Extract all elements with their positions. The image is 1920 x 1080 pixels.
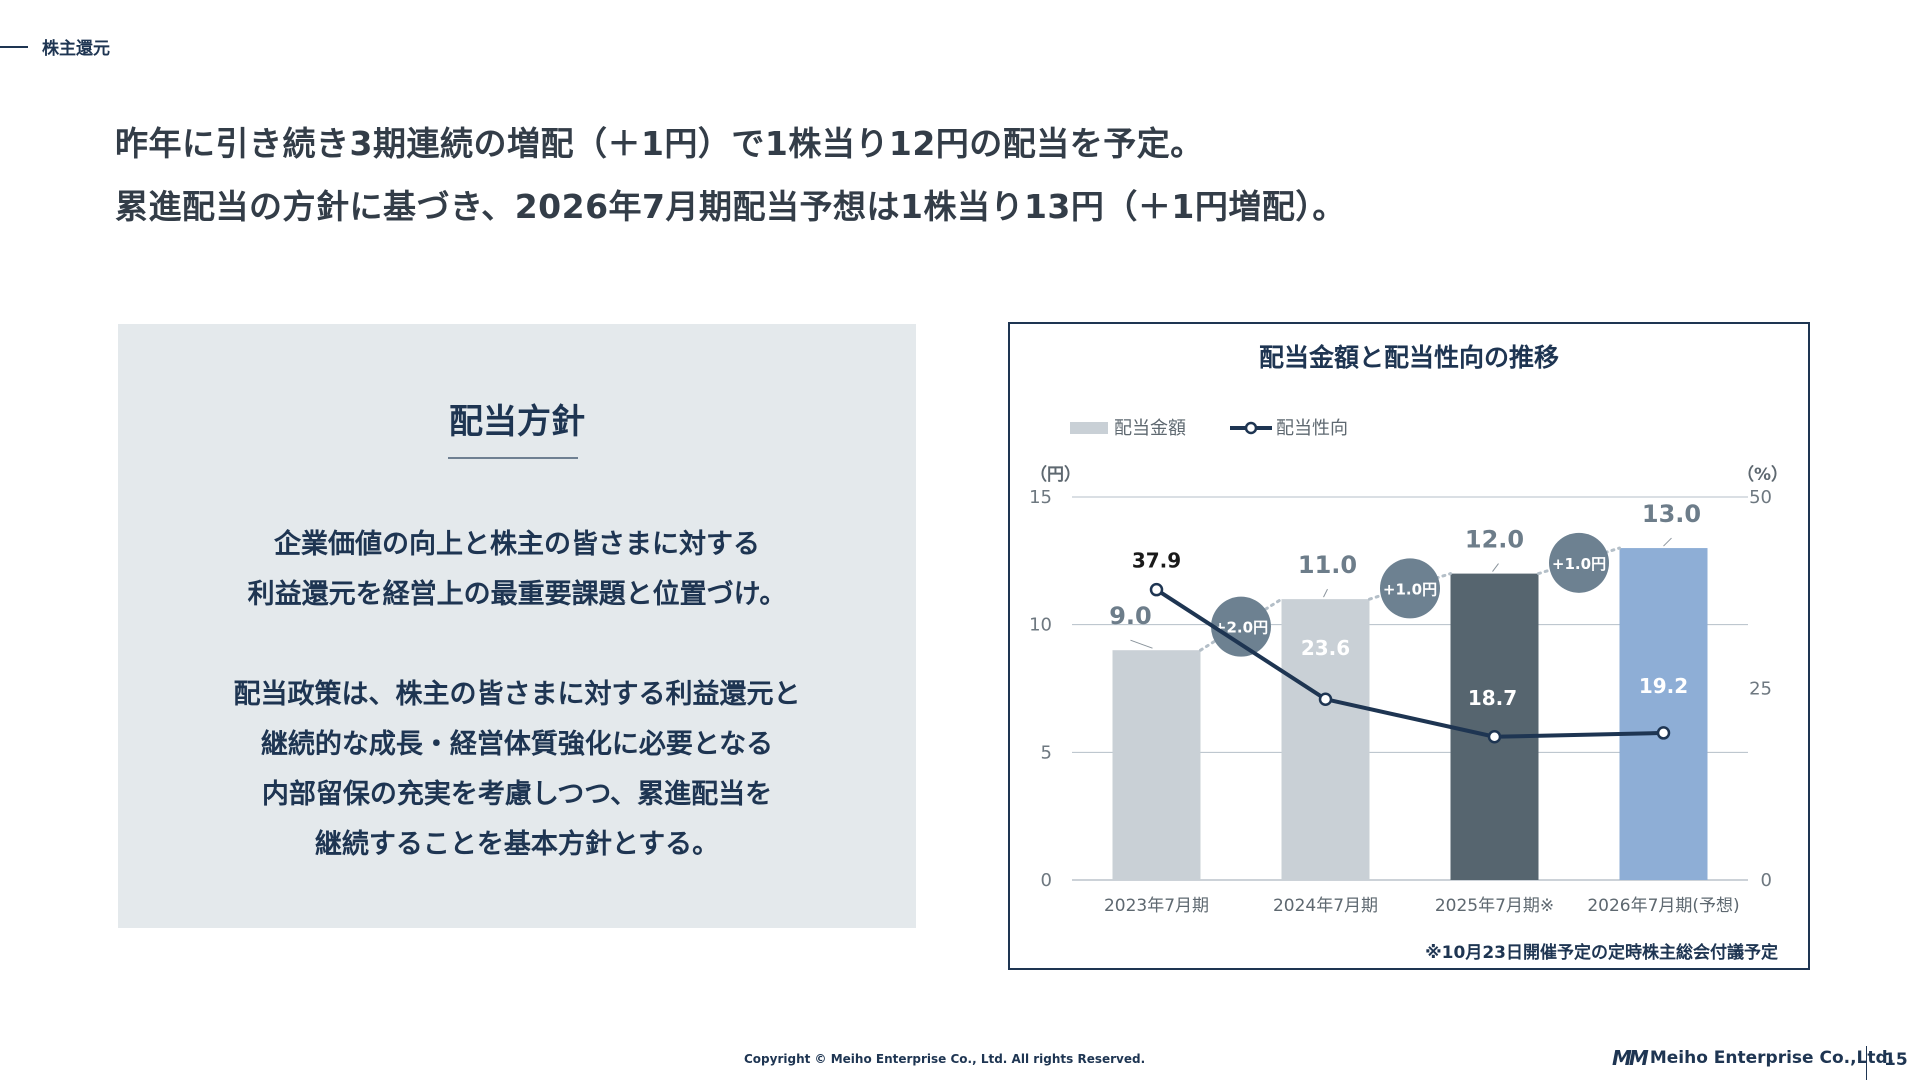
left-tick-label: 5	[1041, 742, 1052, 763]
policy-line-4: 配当政策は、株主の皆さまに対する利益還元と	[233, 679, 801, 710]
bar	[1619, 548, 1708, 880]
legend-bar-label: 配当金額	[1114, 418, 1186, 439]
legend-line-label: 配当性向	[1276, 418, 1348, 439]
right-tick-label: 25	[1749, 679, 1772, 700]
bar-value-label: 12.0	[1465, 526, 1524, 554]
legend-line-marker	[1244, 421, 1258, 435]
bar	[1450, 573, 1539, 880]
payout-ratio-label: 18.7	[1468, 686, 1517, 710]
left-tick-label: 0	[1041, 870, 1052, 891]
policy-line-2: 利益還元を経営上の最重要課題と位置づけ。	[247, 579, 787, 610]
chart-title: 配当金額と配当性向の推移	[1259, 343, 1559, 372]
increment-badge-label: +1.0円	[1552, 555, 1606, 573]
increment-badge-label: +1.0円	[1383, 580, 1437, 598]
logo-mark-icon: MM	[1612, 1046, 1649, 1070]
policy-title-underline	[448, 457, 578, 459]
page-number: 15	[1884, 1050, 1908, 1070]
policy-line-5: 継続的な成長・経営体質強化に必要となる	[260, 729, 774, 760]
headline-line-2: 累進配当の方針に基づき、2026年7月期配当予想は1株当り13円（＋1円増配）。	[115, 187, 1346, 226]
x-tick-label: 2025年7月期※	[1435, 896, 1554, 916]
increment-badge	[1211, 596, 1271, 657]
bar-value-label: 11.0	[1298, 551, 1357, 579]
chart-footnote: ※10月23日開催予定の定時株主総会付議予定	[1425, 942, 1778, 963]
payout-ratio-marker	[1656, 726, 1671, 740]
left-tick-label: 15	[1029, 487, 1052, 508]
section-tag: 株主還元	[0, 34, 110, 59]
dividend-policy-panel: 配当方針 企業価値の向上と株主の皆さまに対する 利益還元を経営上の最重要課題と位…	[118, 324, 916, 928]
footer-divider	[1866, 1046, 1867, 1080]
left-tick-label: 10	[1029, 615, 1052, 636]
policy-line-6: 内部留保の充実を考慮しつつ、累進配当を	[261, 779, 773, 810]
headline: 昨年に引き続き3期連続の増配（＋1円）で1株当り12円の配当を予定。 累進配当の…	[115, 112, 1346, 238]
section-tag-label: 株主還元	[42, 39, 110, 59]
increment-badge	[1380, 558, 1440, 619]
policy-line-1: 企業価値の向上と株主の皆さまに対する	[274, 529, 760, 560]
bar	[1112, 650, 1201, 880]
x-tick-label: 2026年7月期(予想)	[1587, 896, 1739, 916]
x-tick-label: 2023年7月期	[1104, 896, 1209, 916]
bar	[1281, 599, 1370, 880]
headline-line-1: 昨年に引き続き3期連続の増配（＋1円）で1株当り12円の配当を予定。	[115, 124, 1204, 163]
bar-label-leader	[1323, 588, 1328, 598]
payout-ratio-label: 23.6	[1301, 636, 1350, 660]
x-tick-label: 2024年7月期	[1273, 896, 1378, 916]
company-logo: MM Meiho Enterprise Co.,Ltd.	[1612, 1046, 1894, 1070]
left-axis-unit: （円）	[1030, 464, 1081, 485]
payout-ratio-label: 19.2	[1639, 674, 1688, 698]
dividend-chart-panel: 配当金額と配当性向の推移配当金額 配当性向 （円） （%） 0 5 10 15 0 25 50 202…	[1008, 322, 1810, 970]
increment-badge-label: +2.0円	[1214, 619, 1268, 637]
right-axis-unit: （%）	[1737, 464, 1788, 485]
increment-badge	[1549, 532, 1609, 593]
company-name: Meiho Enterprise Co.,Ltd.	[1649, 1048, 1895, 1068]
bar-label-leader	[1130, 639, 1153, 649]
footer-copyright: Copyright © Meiho Enterprise Co., Ltd. A…	[744, 1052, 1146, 1066]
payout-ratio-marker	[1149, 582, 1164, 597]
payout-ratio-marker	[1318, 692, 1333, 706]
bar-value-label: 9.0	[1109, 602, 1152, 630]
right-tick-label: 0	[1761, 870, 1772, 891]
policy-body: 企業価値の向上と株主の皆さまに対する 利益還元を経営上の最重要課題と位置づけ。 …	[118, 520, 916, 870]
bar-value-label: 13.0	[1642, 500, 1701, 528]
bar-label-leader	[1492, 563, 1499, 572]
bar-label-leader	[1663, 537, 1672, 547]
policy-line-7: 継続することを基本方針とする。	[314, 829, 720, 860]
right-tick-label: 50	[1749, 487, 1772, 508]
section-tag-line	[0, 45, 28, 48]
legend-bar-swatch	[1070, 422, 1108, 434]
policy-spacer	[118, 620, 916, 670]
payout-ratio-marker	[1487, 730, 1502, 744]
payout-ratio-label: 37.9	[1132, 549, 1181, 573]
policy-title: 配当方針	[449, 402, 585, 442]
payout-ratio-line	[1155, 588, 1664, 739]
